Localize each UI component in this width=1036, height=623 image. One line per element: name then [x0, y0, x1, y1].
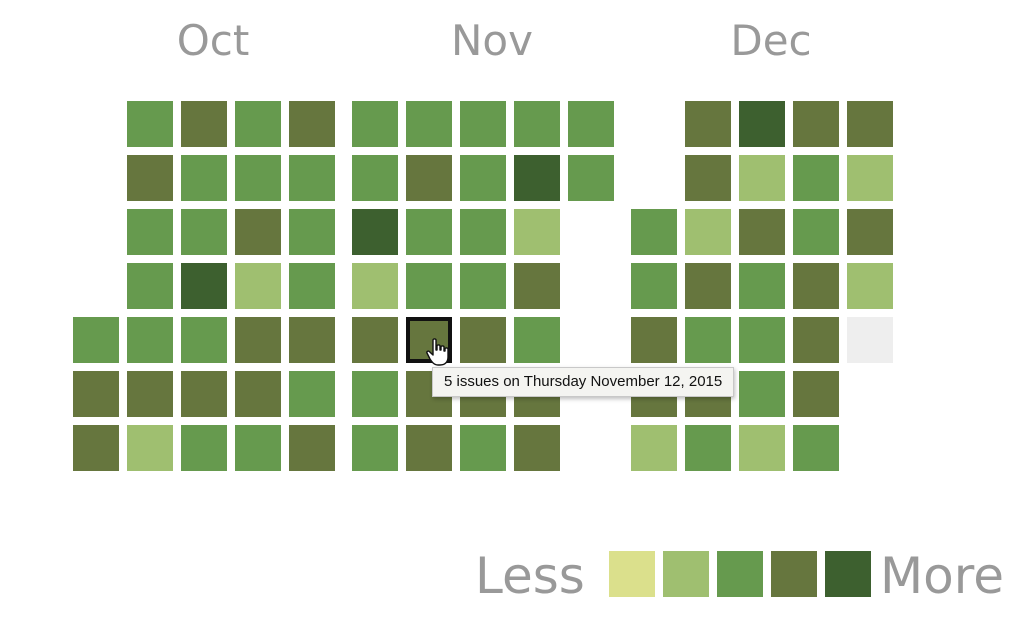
day-cell[interactable]: [514, 101, 560, 147]
day-cell[interactable]: [514, 425, 560, 471]
day-cell[interactable]: [568, 101, 614, 147]
day-cell[interactable]: [181, 317, 227, 363]
day-cell[interactable]: [739, 155, 785, 201]
day-cell[interactable]: [181, 371, 227, 417]
month-label-oct: Oct: [176, 16, 250, 65]
day-cell[interactable]: [127, 371, 173, 417]
day-cell[interactable]: [631, 425, 677, 471]
day-cell[interactable]: [568, 155, 614, 201]
day-cell[interactable]: [352, 317, 398, 363]
day-cell[interactable]: [406, 101, 452, 147]
day-cell[interactable]: [73, 317, 119, 363]
legend-swatch-2: [717, 551, 763, 597]
day-cell[interactable]: [289, 425, 335, 471]
legend-swatch-0: [609, 551, 655, 597]
day-cell[interactable]: [514, 263, 560, 309]
day-cell[interactable]: [352, 101, 398, 147]
day-cell[interactable]: [406, 263, 452, 309]
day-cell[interactable]: [847, 209, 893, 255]
day-cell[interactable]: [847, 101, 893, 147]
day-cell[interactable]: [127, 263, 173, 309]
legend-more-label: More: [880, 547, 1004, 605]
day-cell[interactable]: [235, 155, 281, 201]
day-cell[interactable]: [685, 155, 731, 201]
day-cell[interactable]: [460, 209, 506, 255]
day-cell[interactable]: [235, 425, 281, 471]
day-cell[interactable]: [847, 263, 893, 309]
day-cell[interactable]: [289, 101, 335, 147]
day-cell[interactable]: [181, 425, 227, 471]
day-cell[interactable]: [127, 209, 173, 255]
day-cell[interactable]: [127, 101, 173, 147]
day-cell[interactable]: [235, 209, 281, 255]
day-cell[interactable]: [289, 263, 335, 309]
day-cell[interactable]: [289, 371, 335, 417]
day-cell[interactable]: [739, 371, 785, 417]
day-cell[interactable]: [793, 263, 839, 309]
month-label-nov: Nov: [451, 16, 533, 65]
legend-swatch-1: [663, 551, 709, 597]
day-cell[interactable]: [406, 425, 452, 471]
day-cell[interactable]: [460, 317, 506, 363]
month-label-dec: Dec: [730, 16, 812, 65]
day-cell[interactable]: [352, 209, 398, 255]
day-cell[interactable]: [739, 425, 785, 471]
day-cell[interactable]: [847, 155, 893, 201]
day-cell[interactable]: [73, 425, 119, 471]
day-cell[interactable]: [514, 155, 560, 201]
day-cell[interactable]: [127, 317, 173, 363]
day-cell[interactable]: [181, 155, 227, 201]
day-cell[interactable]: [793, 425, 839, 471]
day-cell[interactable]: [631, 317, 677, 363]
legend-swatch-3: [771, 551, 817, 597]
day-cell[interactable]: [460, 155, 506, 201]
day-cell[interactable]: [631, 263, 677, 309]
day-cell[interactable]: [685, 317, 731, 363]
day-cell[interactable]: [127, 155, 173, 201]
day-cell[interactable]: [235, 101, 281, 147]
day-cell[interactable]: [793, 317, 839, 363]
day-cell[interactable]: [352, 425, 398, 471]
day-cell[interactable]: [514, 317, 560, 363]
hand-cursor-icon: [426, 338, 449, 366]
day-cell[interactable]: [739, 263, 785, 309]
day-cell[interactable]: [514, 209, 560, 255]
day-cell[interactable]: [685, 209, 731, 255]
day-cell[interactable]: [73, 371, 119, 417]
day-cell[interactable]: [289, 209, 335, 255]
day-cell[interactable]: [793, 371, 839, 417]
day-cell[interactable]: [181, 101, 227, 147]
day-cell[interactable]: [685, 263, 731, 309]
day-cell[interactable]: [793, 209, 839, 255]
day-cell[interactable]: [235, 263, 281, 309]
day-cell[interactable]: [847, 317, 893, 363]
day-cell[interactable]: [460, 263, 506, 309]
day-cell[interactable]: [289, 155, 335, 201]
day-cell[interactable]: [460, 101, 506, 147]
day-cell[interactable]: [739, 317, 785, 363]
day-cell[interactable]: [181, 263, 227, 309]
day-cell[interactable]: [406, 209, 452, 255]
day-cell[interactable]: [352, 155, 398, 201]
cell-tooltip: 5 issues on Thursday November 12, 2015: [432, 367, 735, 397]
day-cell[interactable]: [181, 209, 227, 255]
legend-swatch-4: [825, 551, 871, 597]
day-cell[interactable]: [685, 425, 731, 471]
day-cell[interactable]: [739, 209, 785, 255]
day-cell[interactable]: [235, 317, 281, 363]
day-cell[interactable]: [631, 209, 677, 255]
day-cell[interactable]: [793, 101, 839, 147]
day-cell[interactable]: [289, 317, 335, 363]
day-cell[interactable]: [793, 155, 839, 201]
day-cell[interactable]: [235, 371, 281, 417]
day-cell[interactable]: [685, 101, 731, 147]
day-cell[interactable]: [352, 371, 398, 417]
day-cell[interactable]: [739, 101, 785, 147]
day-cell[interactable]: [460, 425, 506, 471]
day-cell[interactable]: [127, 425, 173, 471]
day-cell[interactable]: [352, 263, 398, 309]
day-cell[interactable]: [406, 155, 452, 201]
legend-less-label: Less: [475, 547, 585, 605]
